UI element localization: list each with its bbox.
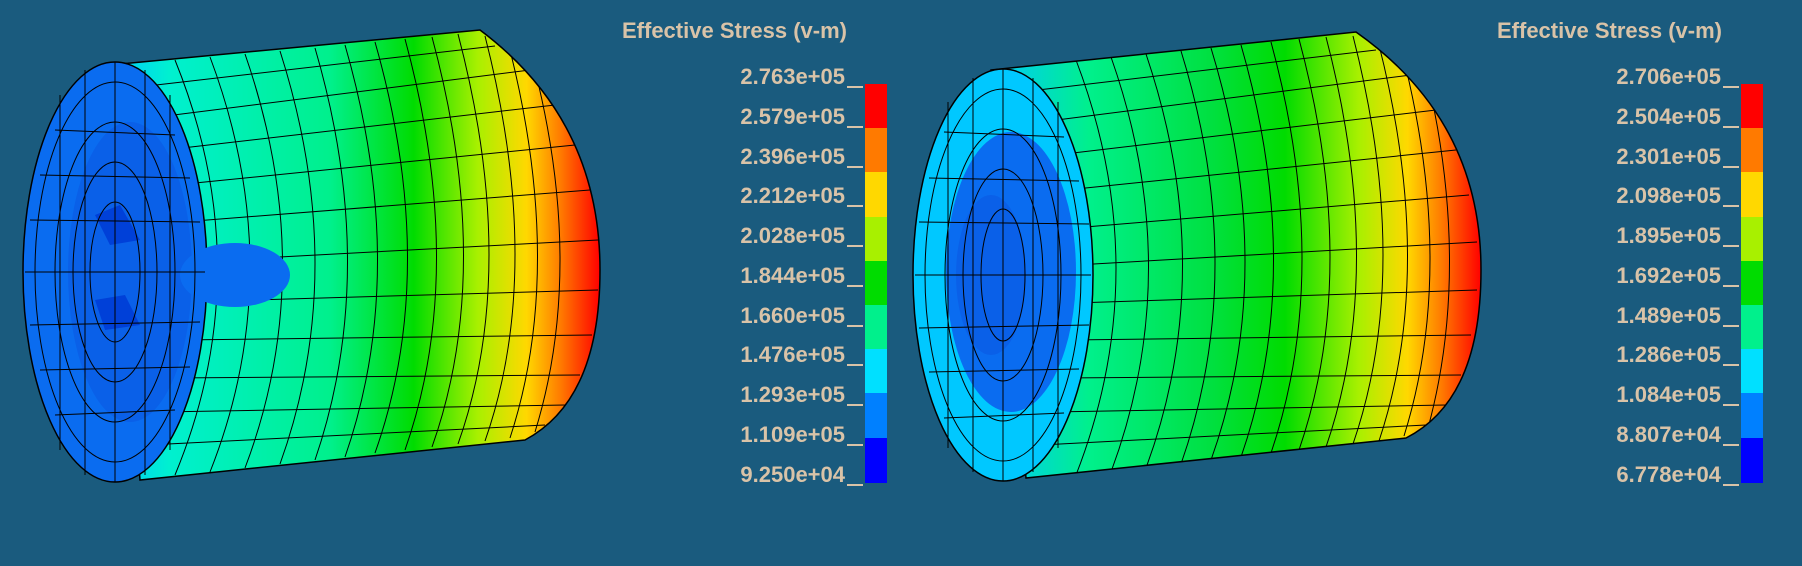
colorbar-tick-label: 2.028e+05 (740, 223, 845, 249)
colorbar-tick-label: 1.692e+05 (1616, 262, 1721, 288)
colorbar-tick-label: 2.098e+05 (1616, 183, 1721, 209)
colorbar-tick-label: 8.807e+04 (1616, 422, 1721, 448)
colorbar-segment (865, 216, 887, 262)
colorbar-tick-mark (847, 364, 863, 367)
colorbar-segment (1741, 393, 1763, 439)
colorbar-segment (1741, 128, 1763, 174)
cylinder-model-left (22, 29, 601, 483)
colorbar-segment (1741, 305, 1763, 351)
colorbar-tick-label: 9.250e+04 (740, 461, 845, 487)
colorbar-segment (1741, 437, 1763, 483)
colorbar-tick-mark (847, 245, 863, 248)
colorbar-segment (1741, 260, 1763, 306)
colorbar-tick-label: 2.396e+05 (740, 143, 845, 169)
colorbar-segment (865, 349, 887, 395)
colorbar-tick-label: 1.895e+05 (1616, 223, 1721, 249)
colorbar-tick-mark (1723, 483, 1739, 486)
colorbar-tick-label: 1.109e+05 (740, 422, 845, 448)
colorbar-tick-mark (847, 284, 863, 287)
legend-title: Effective Stress (v-m) (622, 18, 847, 43)
colorbar-tick-label: 2.763e+05 (740, 64, 845, 89)
colorbar-segment (1741, 349, 1763, 395)
colorbar-tick-mark (1723, 125, 1739, 128)
colorbar-tick-mark (1723, 245, 1739, 248)
right-panel: Effective Stress (v-m) 2.706e+05 2.504e+0… (901, 0, 1802, 566)
colorbar-tick-mark (847, 404, 863, 407)
colorbar-tick-mark (1723, 165, 1739, 168)
left-panel: Effective Stress (v-m) 2.763e+05 2.579e+0… (22, 18, 887, 487)
colorbar-tick-label: 1.489e+05 (1616, 302, 1721, 328)
colorbar-tick-label: 2.301e+05 (1616, 143, 1721, 169)
colorbar-tick-mark (847, 444, 863, 447)
colorbar-segment (865, 172, 887, 218)
colorbar-tick-label: 2.212e+05 (740, 183, 845, 209)
colorbar-segment (865, 128, 887, 174)
colorbar-tick-label: 1.844e+05 (740, 262, 845, 288)
colorbar-tick-mark (847, 125, 863, 128)
colorbar-tick-label: 2.706e+05 (1616, 64, 1721, 89)
colorbar-legend: 2.706e+05 2.504e+05 2.301e+05 2.098e+05 1.89… (901, 0, 1802, 566)
colorbar-tick-mark (1723, 324, 1739, 327)
colorbar-tick-mark (1723, 284, 1739, 287)
colorbar-tick-label: 1.084e+05 (1616, 382, 1721, 408)
colorbar-segment (865, 305, 887, 351)
colorbar-tick-mark (847, 205, 863, 208)
colorbar-tick-mark (847, 483, 863, 486)
colorbar-tick-mark (1723, 86, 1739, 88)
colorbar-tick-label: 2.579e+05 (740, 103, 845, 129)
colorbar-tick-label: 2.504e+05 (1616, 103, 1721, 129)
colorbar-segment (1741, 216, 1763, 262)
colorbar-tick-label: 1.293e+05 (740, 382, 845, 408)
colorbar-segment (865, 437, 887, 483)
colorbar-tick-mark (847, 86, 863, 88)
colorbar-segment (865, 393, 887, 439)
colorbar-tick-mark (847, 324, 863, 327)
colorbar-legend: 2.763e+05 2.579e+05 2.396e+05 2.212e+05 2.02… (740, 64, 887, 487)
colorbar-tick-label: 1.286e+05 (1616, 342, 1721, 368)
colorbar-tick-mark (1723, 444, 1739, 447)
colorbar-tick-mark (847, 165, 863, 168)
colorbar-segment (865, 260, 887, 306)
colorbar-tick-mark (1723, 364, 1739, 367)
cylinder-model-right (912, 31, 1482, 482)
colorbar-tick-label: 1.660e+05 (740, 302, 845, 328)
colorbar-tick-mark (1723, 404, 1739, 407)
colorbar-tick-label: 1.476e+05 (740, 342, 845, 368)
colorbar-tick-mark (1723, 205, 1739, 208)
colorbar-segment (865, 84, 887, 130)
colorbar-segment (1741, 84, 1763, 130)
colorbar-segment (1741, 172, 1763, 218)
legend-title: Effective Stress (v-m) (1497, 18, 1722, 43)
colorbar-tick-label: 6.778e+04 (1616, 461, 1721, 487)
